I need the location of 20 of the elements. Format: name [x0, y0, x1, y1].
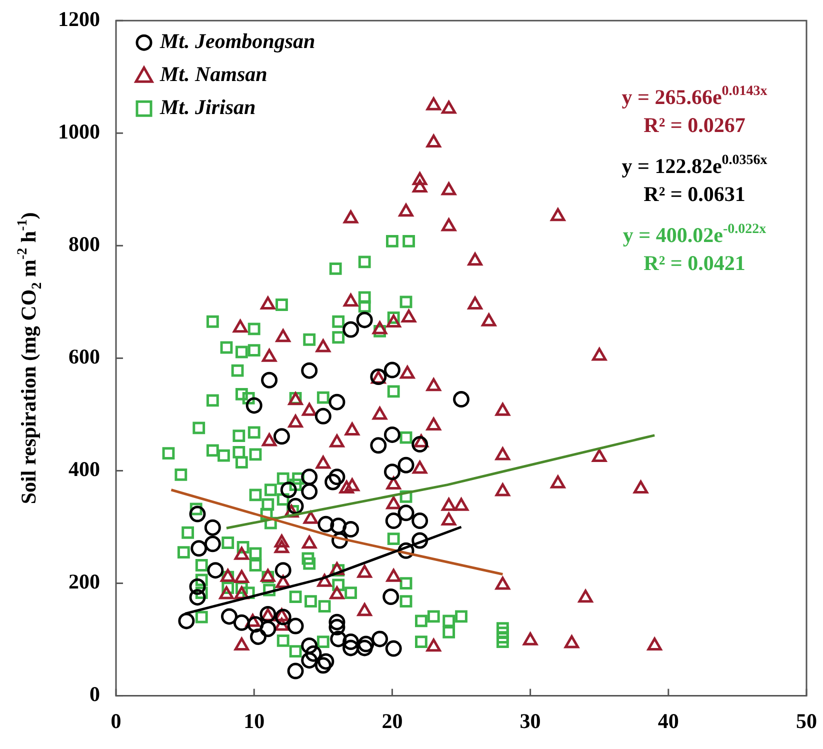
- y-tick-label: 800: [68, 232, 100, 256]
- y-tick-label: 200: [68, 570, 100, 594]
- x-tick-label: 0: [110, 708, 122, 733]
- legend-label: Mt. Jirisan: [159, 95, 256, 120]
- y-tick-label: 600: [68, 344, 100, 369]
- x-tick-label: 40: [658, 708, 679, 733]
- y-tick-label: 1000: [58, 120, 100, 144]
- x-tick-label: 10: [244, 708, 265, 733]
- y-axis-title: Soil respiration (mg CO2 m-2 h-1): [15, 212, 45, 504]
- x-tick-label: 30: [520, 708, 541, 733]
- x-tick-label: 50: [796, 708, 817, 733]
- annotation: R² = 0.0267: [644, 113, 746, 138]
- legend-label: Mt. Jeombongsan: [159, 29, 316, 54]
- y-tick-label: 400: [68, 457, 100, 482]
- x-tick-label: 20: [382, 708, 403, 733]
- y-tick-label: 0: [90, 682, 100, 706]
- y-tick-label: 1200: [58, 7, 100, 32]
- annotation: R² = 0.0421: [644, 251, 746, 276]
- annotation: R² = 0.0631: [644, 182, 746, 206]
- legend-label: Mt. Namsan: [159, 62, 268, 86]
